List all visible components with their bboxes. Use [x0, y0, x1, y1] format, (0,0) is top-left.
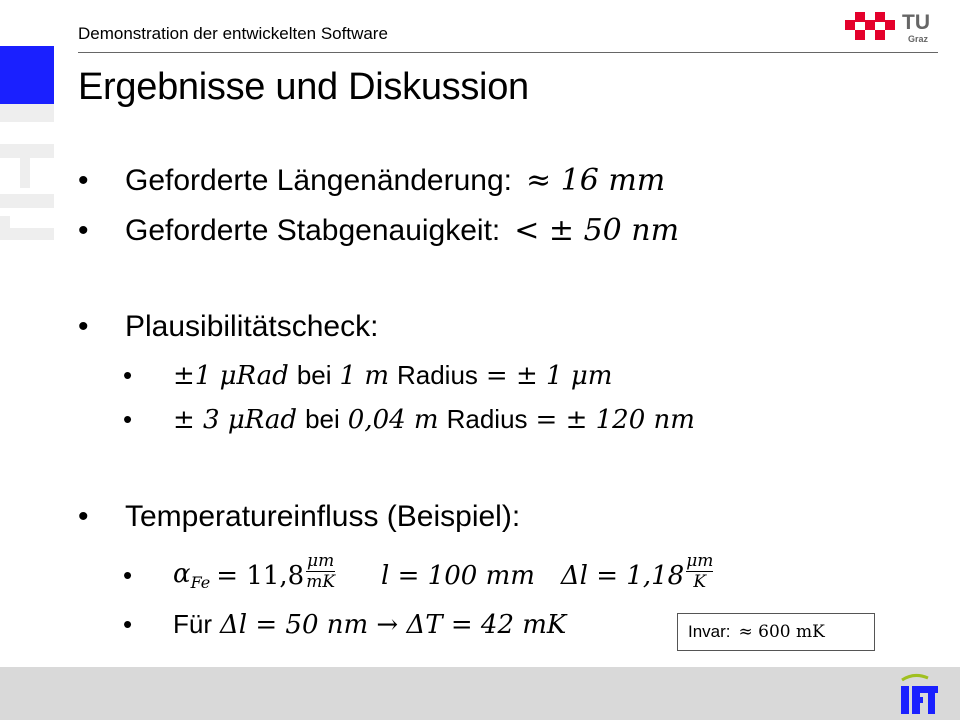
math-alpha-value: = 11,8 — [216, 560, 305, 591]
math-length: l = 100 mm — [381, 560, 535, 591]
sub-bullet-plausibility-2: • ± 3 μRad bei 0,04 m Radius = ± 120 nm — [123, 404, 695, 435]
fraction-um-per-k: μm K — [686, 551, 714, 593]
text-bei: bei — [305, 404, 340, 434]
bullet-plausibilitaet: • Plausibilitätscheck: — [78, 310, 378, 344]
tu-logo-text: TU — [902, 11, 930, 34]
math-alpha: αFe — [173, 559, 211, 593]
bullet-label: Geforderte Längenänderung: — [125, 164, 512, 197]
fraction-um-per-mk: μm mK — [306, 551, 336, 593]
invar-label: Invar: — [688, 622, 731, 641]
ift-side-letters-icon — [0, 104, 54, 240]
bullet-dot: • — [78, 500, 89, 533]
bullet-math: ≈ 16 mm — [525, 163, 666, 198]
text-radius: Radius — [396, 360, 478, 390]
text-fuer: Für — [173, 609, 212, 639]
math-angle: ± 3 μRad — [173, 405, 298, 435]
math-radius: 1 m — [339, 361, 389, 391]
bullet-label: Plausibilitätscheck: — [125, 310, 379, 343]
bullet-dot: • — [78, 310, 89, 343]
bullet-label: Temperatureinfluss (Beispiel): — [125, 500, 521, 533]
bullet-dot: • — [123, 404, 133, 434]
tu-graz-logo-icon — [845, 12, 895, 40]
bullet-dot: • — [78, 214, 89, 247]
sub-bullet-fuer: • Für Δl = 50 nm → ΔT = 42 mK — [123, 609, 566, 640]
text-radius: Radius — [446, 404, 528, 434]
bullet-temperatureinfluss: • Temperatureinfluss (Beispiel): — [78, 500, 520, 534]
invar-box: Invar: ≈ 600 mK — [677, 613, 875, 651]
bullet-stabgenauigkeit: • Geforderte Stabgenauigkeit: < ± 50 nm — [78, 213, 679, 248]
math-radius: 0,04 m — [347, 405, 439, 435]
bullet-dot: • — [123, 609, 133, 639]
ift-logo-icon — [901, 673, 938, 714]
bullet-laengenaenderung: • Geforderte Längenänderung: ≈ 16 mm — [78, 163, 665, 198]
sub-bullet-temperature-coefficients: • αFe = 11,8 μm mK l = 100 mm Δl = 1,18 … — [123, 551, 719, 597]
math-result: = ± 1 μm — [485, 361, 613, 391]
page-title: Ergebnisse und Diskussion — [78, 66, 529, 108]
invar-value: ≈ 600 mK — [738, 622, 825, 642]
header-title: Demonstration der entwickelten Software — [78, 24, 388, 43]
bullet-dot: • — [123, 560, 133, 591]
bullet-label: Geforderte Stabgenauigkeit: — [125, 214, 501, 247]
ift-side-bar — [0, 46, 54, 104]
math-result: = ± 120 nm — [535, 405, 695, 435]
graz-logo-text: Graz — [908, 34, 929, 44]
bullet-math: < ± 50 nm — [514, 213, 680, 248]
math-delta-t: Δl = 50 nm → ΔT = 42 mK — [220, 610, 567, 640]
math-angle: ±1 μRad — [173, 361, 289, 391]
math-delta-l: Δl = 1,18 — [560, 560, 685, 591]
bullet-dot: • — [78, 164, 89, 197]
bullet-dot: • — [123, 360, 133, 390]
footer-bar — [0, 667, 960, 720]
sub-bullet-plausibility-1: • ±1 μRad bei 1 m Radius = ± 1 μm — [123, 360, 612, 391]
header-divider — [78, 52, 938, 53]
text-bei: bei — [296, 360, 332, 390]
